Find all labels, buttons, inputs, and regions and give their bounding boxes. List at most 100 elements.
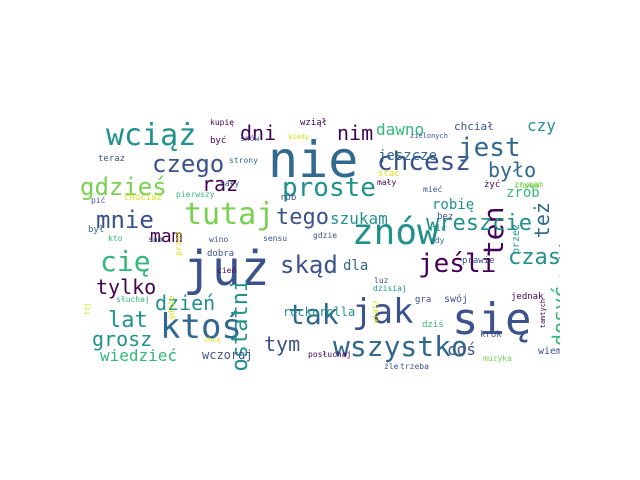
cloud-word: trzeba	[400, 362, 429, 371]
cloud-word: skąd	[280, 251, 338, 279]
cloud-word: jednak	[511, 292, 544, 302]
cloud-word: tylko	[96, 275, 157, 299]
cloud-word: było	[488, 158, 537, 182]
cloud-word: kiedy	[288, 133, 310, 141]
cloud-word: raz	[202, 172, 239, 196]
cloud-word: gdy	[430, 236, 445, 245]
cloud-word: jest	[458, 133, 521, 163]
cloud-word: być	[210, 136, 227, 146]
cloud-word: coś	[447, 340, 476, 359]
cloud-word: wreszcie	[426, 211, 532, 236]
cloud-word: rób	[280, 193, 297, 203]
cloud-word: rocknrolla	[283, 305, 356, 319]
cloud-word: tego	[276, 205, 329, 230]
cloud-word: cię	[100, 245, 151, 278]
cloud-word: dobra	[207, 249, 235, 259]
cloud-word: dni	[240, 121, 277, 145]
cloud-word: chociaż	[124, 193, 162, 203]
cloud-word: dzień	[155, 291, 216, 315]
cloud-word: wino	[209, 235, 229, 244]
cloud-word: teraz	[98, 154, 126, 164]
cloud-word: źle	[384, 362, 399, 371]
cloud-word: jeśli	[418, 249, 497, 279]
cloud-word: wiem	[538, 346, 560, 357]
cloud-word: nim	[337, 121, 374, 145]
word-cloud: nie już się znów jak ktoś tutaj tak wszystko wcią…	[80, 105, 560, 375]
cloud-word: luz	[374, 276, 389, 285]
cloud-word: gra	[415, 295, 432, 305]
cloud-word: kupię	[210, 118, 235, 127]
cloud-word: mały	[377, 178, 397, 187]
cloud-word: zielonych	[410, 132, 448, 140]
cloud-word: swój	[444, 294, 469, 305]
cloud-word: nie	[268, 131, 359, 189]
cloud-word: mnie	[96, 206, 154, 234]
cloud-word: tej	[83, 302, 91, 316]
cloud-word: gdzie	[167, 295, 176, 320]
cloud-word: dzisiaj	[373, 284, 407, 293]
cloud-word: stać	[378, 169, 400, 179]
cloud-word: dla	[343, 258, 369, 274]
cloud-word: gdzieś	[80, 173, 167, 201]
cloud-word: snów	[240, 134, 260, 143]
cloud-word: tak	[288, 298, 339, 331]
cloud-word: też	[530, 202, 554, 239]
cloud-word: dosyć	[548, 285, 560, 346]
cloud-word: chcesz	[377, 147, 471, 177]
cloud-word: jeszcze	[378, 148, 438, 164]
cloud-word: tamtych	[539, 298, 547, 329]
cloud-word: zrywam	[514, 180, 543, 189]
cloud-word: sensu	[263, 234, 288, 243]
cloud-word: znów	[352, 212, 439, 253]
cloud-word: już	[183, 241, 270, 297]
cloud-word: pierwszy	[176, 190, 215, 199]
cloud-word: wszystko	[333, 330, 468, 363]
cloud-word: gdzie	[313, 231, 338, 240]
cloud-word: czy	[527, 116, 556, 135]
cloud-word: dziś	[422, 320, 444, 330]
cloud-word: bez	[437, 212, 454, 222]
cloud-word: wciąż	[106, 118, 197, 153]
cloud-word: mieć	[423, 185, 443, 194]
cloud-word: się	[452, 294, 532, 345]
cloud-word: lat	[108, 308, 148, 333]
cloud-word: chcę	[204, 336, 221, 344]
cloud-word: muzyka	[483, 354, 512, 363]
cloud-word: słuchaj	[116, 295, 150, 304]
cloud-word: pić	[91, 196, 106, 205]
cloud-word: kto	[108, 234, 123, 243]
cloud-word: strony	[229, 156, 258, 165]
cloud-word: takie	[556, 231, 560, 280]
cloud-word: robię	[432, 197, 475, 213]
cloud-word: ktoś	[160, 307, 242, 347]
cloud-word: jak	[352, 292, 414, 332]
cloud-word: był	[88, 225, 105, 235]
cloud-word: posłuchaj	[308, 350, 352, 359]
cloud-word: przez	[511, 223, 522, 254]
cloud-word: tym	[264, 332, 301, 356]
cloud-word: krok	[480, 330, 502, 340]
cloud-word: czego	[152, 150, 225, 178]
cloud-word: wziął	[300, 118, 328, 128]
cloud-word: cień	[217, 266, 237, 275]
cloud-word: nic	[430, 224, 447, 234]
cloud-word: cały	[220, 179, 240, 188]
cloud-word: czas	[508, 245, 560, 270]
cloud-word: sam	[148, 235, 163, 244]
cloud-word: tutaj	[184, 197, 275, 232]
cloud-word: mam	[150, 226, 183, 247]
cloud-word: dawno	[376, 120, 425, 139]
cloud-word: chyba	[515, 181, 540, 190]
cloud-word: grosz	[92, 327, 153, 351]
cloud-word: zrób	[506, 185, 540, 201]
cloud-word: żyć	[484, 180, 501, 190]
cloud-word: chciał	[454, 120, 494, 133]
cloud-word: wczoraj	[202, 348, 253, 362]
cloud-word: proste	[282, 173, 376, 203]
cloud-word: wiatr	[371, 299, 380, 324]
cloud-word: szukam	[330, 209, 388, 228]
cloud-word: wiedzieć	[100, 346, 178, 365]
cloud-word: prawie	[462, 256, 495, 266]
cloud-word: przed	[174, 231, 183, 256]
